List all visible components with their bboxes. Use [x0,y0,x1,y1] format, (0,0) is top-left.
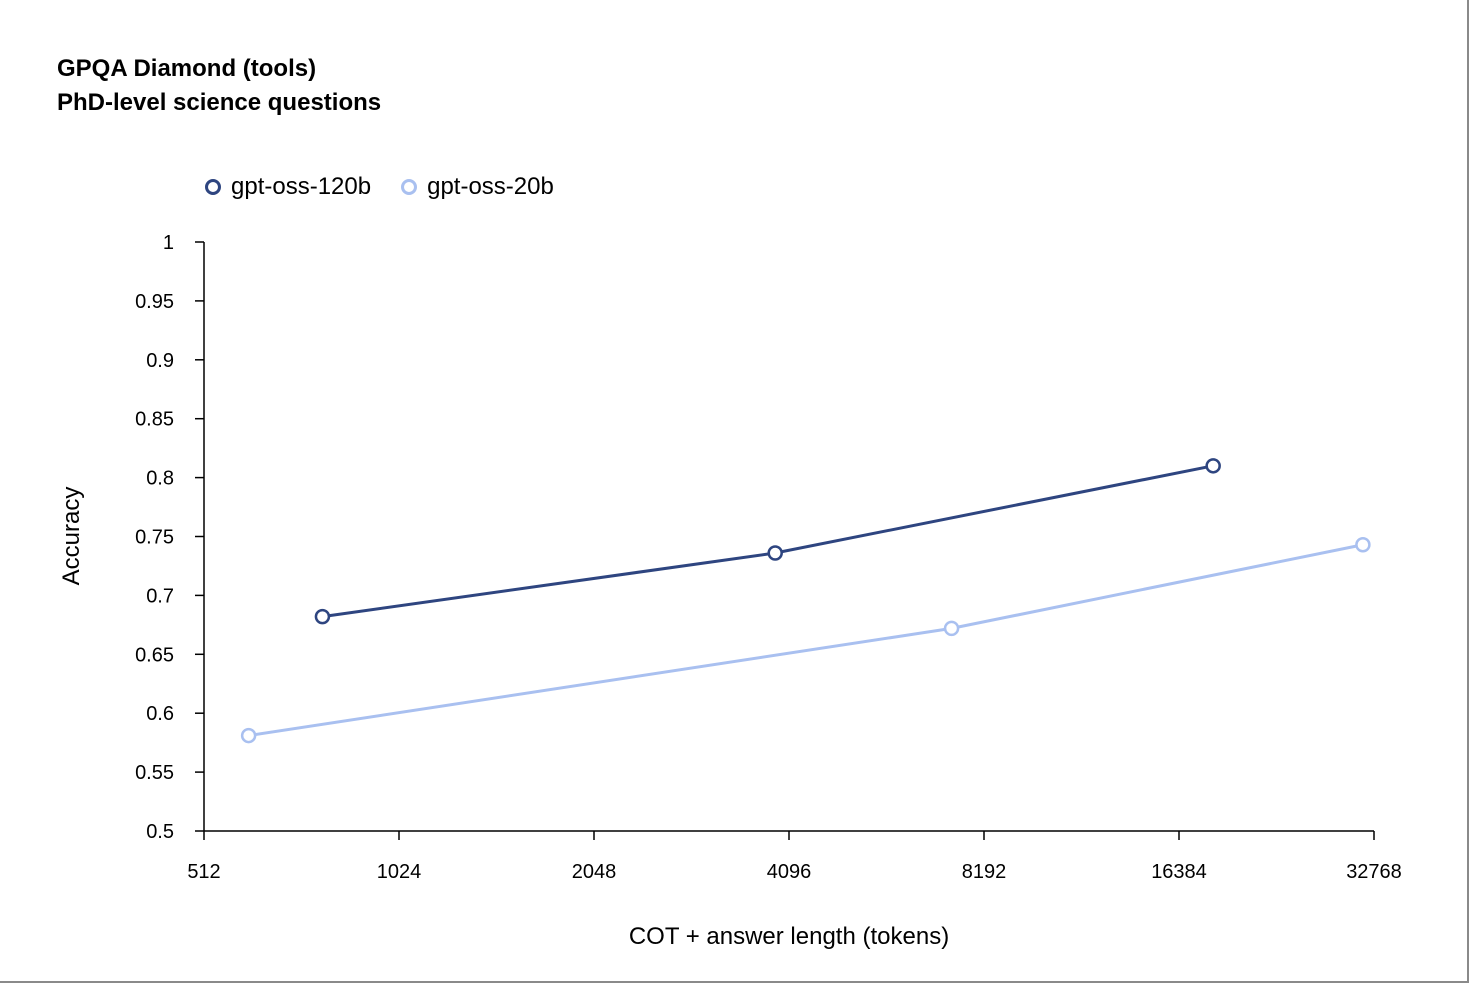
y-tick-label: 1 [163,232,174,254]
chart-title-block: GPQA Diamond (tools) PhD-level science q… [57,52,381,120]
legend-marker-1 [401,179,418,195]
legend: gpt-oss-120b gpt-oss-20b [205,173,584,201]
x-tick-label: 512 [187,861,220,883]
y-tick-label: 0.8 [146,468,174,490]
x-tick-label: 16384 [1151,861,1207,883]
data-point [314,608,331,625]
x-tick-label: 4096 [767,861,812,883]
series-line-1 [248,543,1364,738]
data-point [240,727,257,744]
x-tick-label: 32768 [1346,861,1402,883]
x-axis-label: COT + answer length (tokens) [629,923,949,950]
chart-subtitle: PhD-level science questions [57,89,382,116]
legend-label-1: gpt-oss-20b [427,173,554,200]
y-tick-label: 0.95 [135,291,174,313]
y-tick-label: 0.6 [146,703,174,725]
y-tick-label: 0.5 [146,821,174,843]
legend-label-0: gpt-oss-120b [231,173,372,200]
legend-item-0: gpt-oss-120b [205,173,371,201]
x-tick-label: 8192 [962,861,1007,883]
data-point [767,545,783,561]
y-tick-label: 0.9 [146,350,174,372]
data-point [943,620,960,637]
y-tick-label: 0.85 [135,409,174,431]
chart-title: GPQA Diamond (tools) [57,55,317,82]
legend-item-1: gpt-oss-20b [401,173,554,201]
y-tick-label: 0.7 [146,585,174,607]
x-tick-label: 2048 [572,861,617,883]
y-axis-label: Accuracy [58,487,85,586]
y-tick-label: 0.75 [135,527,174,549]
x-tick-label: 1024 [377,861,422,883]
axes: 0.5 0.55 0.6 0.65 0.7 0.75 0.8 0.85 0.9 0.95 1 512 1… [135,232,1402,883]
data-point [1355,536,1371,553]
data-point [1205,458,1221,474]
series-line-0 [322,464,1214,619]
y-tick-label: 0.55 [135,762,174,784]
legend-marker-0 [205,179,221,195]
series-layer [240,458,1371,744]
y-tick-label: 0.65 [135,644,174,666]
